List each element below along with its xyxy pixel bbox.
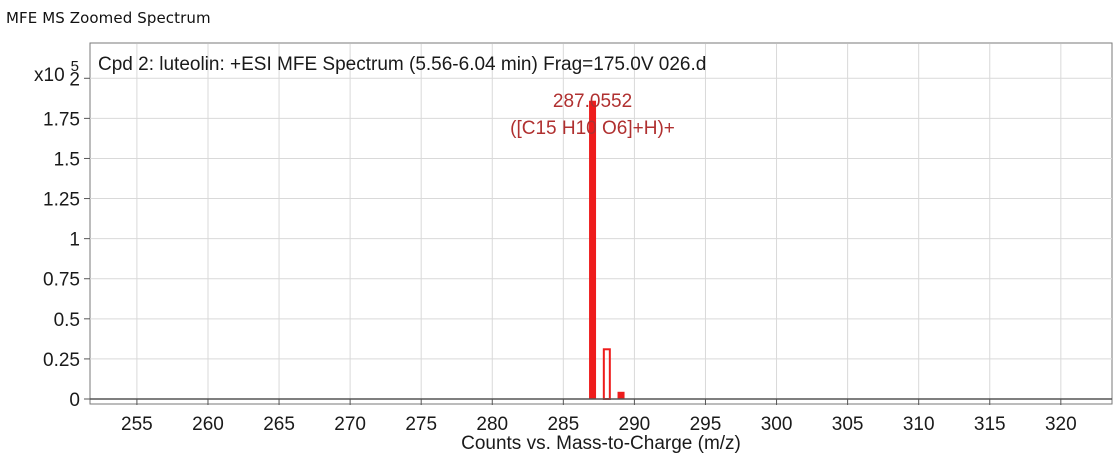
x-tick-label: 320 xyxy=(1045,414,1077,435)
x-grid-lines xyxy=(136,44,1062,399)
x-tick-label: 260 xyxy=(192,414,224,435)
x-tick-label: 310 xyxy=(903,414,935,435)
x-tick-label: 275 xyxy=(405,414,437,435)
y-tick-label: 1.5 xyxy=(54,149,80,170)
y-axis-ticks: 0 0.25 0.5 0.75 1 1.25 1.5 1.75 2 xyxy=(43,69,90,411)
x-tick-label: 255 xyxy=(121,414,153,435)
x-axis-ticks: 255 260 265 270 275 280 285 290 295 300 305 310 315 3… xyxy=(121,399,1077,435)
plot-title: Cpd 2: luteolin: +ESI MFE Spectrum (5.56… xyxy=(98,54,706,75)
y-multiplier-base: x10 xyxy=(34,65,65,86)
window-title: MFE MS Zoomed Spectrum xyxy=(6,9,211,27)
y-tick-label: 1 xyxy=(69,230,80,251)
y-multiplier: x10 5 xyxy=(34,58,79,86)
peak-annotation-line: ([C15 H10 O6]+H)+ xyxy=(510,118,675,139)
x-tick-label: 285 xyxy=(547,414,579,435)
x-tick-label: 295 xyxy=(690,414,722,435)
y-tick-label: 1.75 xyxy=(43,109,80,130)
x-tick-label: 305 xyxy=(832,414,864,435)
y-grid-lines xyxy=(90,77,1112,360)
y-tick-label: 0.75 xyxy=(43,270,80,291)
peak-bar xyxy=(617,391,625,399)
x-tick-label: 315 xyxy=(974,414,1006,435)
y-multiplier-exponent: 5 xyxy=(71,58,79,75)
x-tick-label: 290 xyxy=(619,414,651,435)
x-axis-title: Counts vs. Mass-to-Charge (m/z) xyxy=(461,433,741,454)
y-tick-label: 0.5 xyxy=(54,310,80,331)
peak-bar xyxy=(589,100,597,399)
x-tick-label: 270 xyxy=(334,414,366,435)
peak-annotation-line: 287.0552 xyxy=(553,91,632,112)
y-tick-label: 1.25 xyxy=(43,190,80,211)
y-tick-label: 2 xyxy=(69,69,80,90)
x-tick-label: 265 xyxy=(263,414,295,435)
y-tick-label: 0.25 xyxy=(43,350,80,371)
peak-annotations: 287.0552 ([C15 H10 O6]+H)+ xyxy=(510,91,675,139)
plot-frame xyxy=(89,42,1113,405)
y-tick-label: 0 xyxy=(69,390,80,411)
x-tick-label: 300 xyxy=(761,414,793,435)
x-tick-label: 280 xyxy=(476,414,508,435)
